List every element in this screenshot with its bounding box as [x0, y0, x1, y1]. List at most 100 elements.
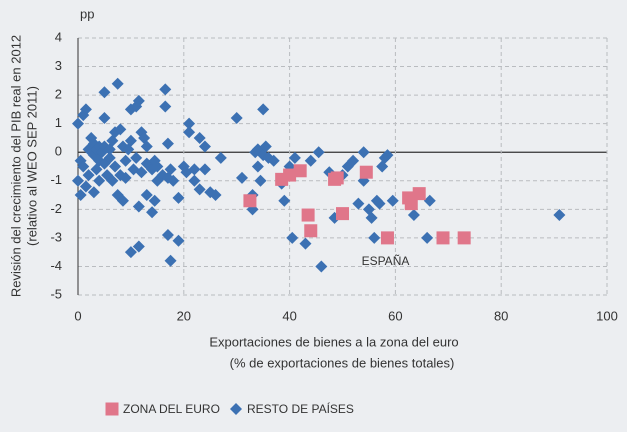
point: [288, 151, 301, 164]
point: [161, 229, 174, 242]
point: [336, 207, 349, 221]
y-tick-label: 0: [55, 144, 62, 159]
point: [412, 187, 426, 201]
point: [312, 146, 325, 159]
x-axis-label: (% de exportaciones de bienes totales): [230, 355, 455, 370]
point: [74, 189, 87, 202]
point: [77, 160, 90, 173]
point: [386, 194, 399, 207]
point: [172, 234, 185, 247]
point: [87, 186, 100, 199]
point: [130, 151, 143, 164]
point: [167, 174, 180, 187]
point: [259, 140, 272, 153]
point: [172, 191, 185, 204]
point: [98, 86, 111, 99]
point: [283, 168, 297, 182]
y-tick-label: -1: [50, 172, 62, 187]
legend-label: ZONA DEL EURO: [123, 402, 220, 416]
y-tick-label: -5: [50, 286, 62, 301]
x-tick-label: 60: [388, 308, 402, 323]
point: [243, 194, 257, 208]
y-tick-label: -4: [50, 258, 62, 273]
point: [436, 231, 450, 245]
point: [114, 123, 127, 136]
point: [72, 174, 84, 187]
point: [373, 197, 386, 210]
point: [119, 171, 132, 184]
x-tick-label: 40: [282, 308, 296, 323]
point: [365, 211, 378, 224]
point: [119, 154, 132, 167]
x-axis-label: Exportaciones de bienes a la zona del eu…: [209, 334, 458, 349]
point: [188, 174, 201, 187]
annotation: ESPAÑA: [362, 254, 410, 268]
point: [72, 117, 84, 130]
point: [124, 134, 137, 147]
point: [132, 200, 145, 213]
point: [111, 77, 124, 90]
point: [235, 171, 248, 184]
point: [109, 160, 122, 173]
y-tick-label: 4: [55, 29, 62, 44]
point: [193, 131, 206, 144]
y-unit: pp: [80, 6, 94, 21]
point: [164, 254, 177, 267]
point: [404, 197, 418, 211]
point: [93, 174, 106, 187]
point: [79, 103, 92, 116]
point: [188, 163, 201, 176]
point: [304, 224, 318, 238]
point: [359, 165, 373, 179]
point: [164, 163, 177, 176]
point: [214, 151, 227, 164]
point: [132, 240, 145, 253]
point: [198, 140, 211, 153]
point: [301, 208, 315, 222]
legend-marker: [230, 403, 242, 415]
x-tick-label: 80: [494, 308, 508, 323]
y-tick-label: 1: [55, 115, 62, 130]
point: [251, 160, 264, 173]
point: [299, 237, 312, 250]
x-tick-label: 100: [596, 308, 618, 323]
point: [79, 180, 92, 193]
point: [278, 194, 291, 207]
point: [380, 231, 394, 245]
point: [286, 231, 299, 244]
point: [352, 197, 365, 210]
point: [98, 111, 111, 124]
point: [368, 231, 381, 244]
y-axis-label: (relativo al WEO SEP 2011): [24, 86, 39, 246]
point: [423, 194, 436, 207]
point: [357, 146, 370, 159]
point: [82, 169, 95, 182]
y-tick-label: 3: [55, 58, 62, 73]
point: [315, 260, 328, 273]
point: [103, 151, 116, 164]
point: [140, 189, 153, 202]
point: [161, 137, 174, 150]
point: [254, 174, 267, 187]
point: [304, 154, 317, 167]
point: [347, 154, 360, 167]
point: [330, 171, 344, 185]
point: [183, 117, 196, 130]
point: [553, 209, 566, 222]
point: [230, 111, 243, 124]
point: [132, 94, 145, 107]
legend-marker: [105, 402, 119, 416]
point: [381, 149, 394, 162]
point: [257, 103, 270, 116]
point: [124, 246, 137, 259]
y-axis-label: Revisión del crecimiento del PIB real en…: [8, 35, 23, 297]
point: [146, 206, 159, 219]
point: [140, 140, 153, 153]
point: [159, 100, 172, 113]
legend-label: RESTO DE PAÍSES: [247, 401, 354, 416]
point: [106, 174, 119, 187]
point: [209, 189, 222, 202]
point: [457, 231, 471, 245]
point: [148, 194, 161, 207]
